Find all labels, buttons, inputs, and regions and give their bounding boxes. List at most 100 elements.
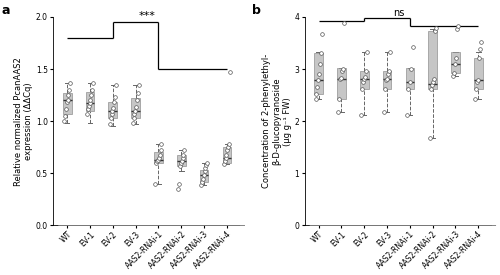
Point	[177, 161, 185, 165]
Point	[64, 93, 72, 97]
Point	[316, 62, 324, 66]
Point	[448, 74, 456, 78]
Text: a: a	[1, 4, 10, 17]
Y-axis label: Relative normalized PcanAAS2
expression (ΔΔCq): Relative normalized PcanAAS2 expression …	[14, 57, 33, 186]
Point	[474, 78, 482, 83]
Point	[66, 80, 74, 85]
Point	[106, 122, 114, 127]
Point	[406, 80, 414, 84]
Point	[156, 148, 164, 153]
Point	[175, 182, 183, 186]
Bar	[200, 170, 208, 182]
Bar	[474, 57, 482, 89]
Point	[200, 169, 208, 174]
Bar	[360, 71, 368, 89]
Bar	[154, 152, 163, 163]
Point	[174, 187, 182, 191]
Point	[155, 155, 163, 160]
Point	[180, 148, 188, 153]
Point	[132, 104, 140, 109]
Point	[86, 98, 94, 103]
Point	[340, 67, 347, 71]
Point	[84, 106, 92, 111]
Point	[224, 148, 232, 153]
Point	[61, 114, 69, 118]
Point	[408, 67, 416, 71]
Point	[64, 98, 72, 103]
Point	[221, 159, 229, 163]
Point	[381, 87, 389, 91]
Point	[176, 164, 184, 168]
Point	[222, 152, 230, 157]
Point	[361, 75, 369, 79]
Point	[318, 31, 326, 36]
Point	[336, 97, 344, 101]
Point	[312, 97, 320, 101]
Point	[385, 68, 393, 73]
Point	[108, 112, 116, 116]
Point	[199, 176, 207, 181]
Point	[198, 180, 206, 184]
Point	[88, 88, 96, 92]
Point	[180, 152, 188, 157]
Point	[88, 93, 96, 97]
Point	[426, 87, 434, 91]
Point	[426, 136, 434, 140]
Point	[158, 142, 166, 146]
Point	[108, 109, 116, 113]
Y-axis label: Concentration of 2-phenylethyl-
β-D-glucopyranoside
(µg g⁻¹ FW): Concentration of 2-phenylethyl- β-D-gluc…	[262, 54, 292, 188]
Point	[202, 163, 210, 167]
Bar	[314, 53, 323, 94]
Point	[430, 77, 438, 82]
Point	[153, 159, 161, 163]
Point	[386, 50, 394, 54]
Point	[63, 100, 71, 104]
Point	[83, 112, 91, 116]
Point	[315, 72, 323, 76]
Point	[60, 119, 68, 123]
Point	[360, 77, 368, 82]
Point	[111, 95, 119, 99]
Point	[338, 68, 346, 73]
Point	[197, 183, 205, 187]
Point	[474, 80, 482, 84]
Point	[106, 116, 114, 120]
Point	[178, 155, 186, 160]
Point	[382, 78, 390, 83]
Point	[450, 71, 458, 75]
Bar	[382, 71, 392, 89]
Point	[363, 50, 371, 54]
Point	[130, 112, 138, 116]
Point	[428, 80, 436, 84]
Point	[454, 27, 462, 31]
Point	[154, 158, 162, 162]
Point	[222, 155, 230, 160]
Point	[225, 142, 233, 146]
Point	[226, 70, 234, 74]
Point	[178, 159, 186, 163]
Bar	[177, 155, 186, 166]
Point	[84, 103, 92, 108]
Point	[380, 109, 388, 114]
Point	[432, 26, 440, 31]
Bar	[222, 147, 231, 163]
Point	[476, 55, 484, 60]
Text: b: b	[252, 4, 262, 17]
Point	[316, 51, 324, 56]
Point	[451, 62, 459, 66]
Point	[134, 82, 142, 87]
Point	[478, 40, 486, 44]
Point	[409, 45, 417, 49]
Point	[384, 72, 392, 76]
Point	[112, 82, 120, 87]
Point	[89, 80, 97, 85]
Bar	[86, 92, 94, 111]
Point	[109, 105, 117, 110]
Point	[403, 113, 411, 117]
Point	[156, 152, 164, 157]
Bar	[406, 68, 414, 89]
Point	[472, 87, 480, 91]
Bar	[132, 98, 140, 118]
Point	[336, 77, 344, 82]
Point	[152, 182, 160, 186]
